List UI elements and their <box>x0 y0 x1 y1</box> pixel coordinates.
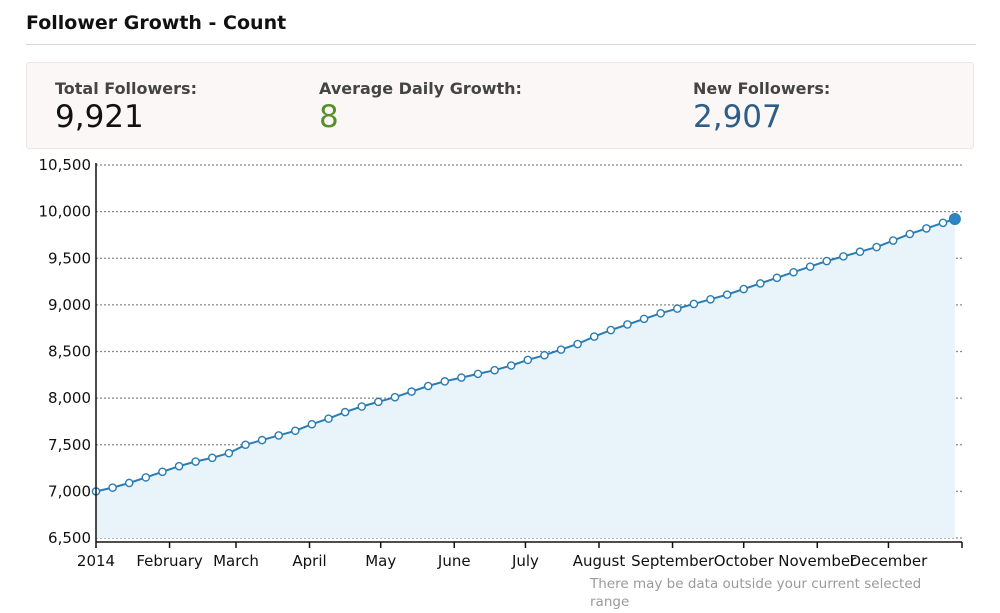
stat-total-followers: Total Followers: 9,921 <box>55 79 197 135</box>
data-point <box>756 279 765 288</box>
follower-growth-chart: 6,500 7,000 7,500 8,000 8,500 9,000 9,500 10,00… <box>39 156 963 610</box>
data-point <box>872 242 881 252</box>
data-point <box>340 407 350 417</box>
data-point <box>540 350 549 360</box>
stat-new-followers-value: 2,907 <box>693 99 782 135</box>
stat-average-daily-growth-label: Average Daily Growth: <box>319 79 522 98</box>
page-title: Follower Growth - Count <box>26 12 287 34</box>
data-point <box>706 294 715 304</box>
data-point <box>589 332 599 341</box>
chart-area-fill <box>96 219 955 538</box>
data-point <box>789 267 798 277</box>
data-point <box>739 284 749 294</box>
data-point <box>938 218 948 228</box>
data-point <box>407 387 416 396</box>
data-point <box>639 314 649 324</box>
data-point <box>473 369 483 379</box>
data-point <box>839 252 848 261</box>
stat-total-followers-label: Total Followers: <box>55 79 197 98</box>
data-point <box>357 402 367 411</box>
data-point <box>158 467 167 477</box>
data-point <box>224 448 234 458</box>
title-divider <box>26 44 976 45</box>
x-axis-ticks: 2014 February March April May June July August S… <box>77 542 928 570</box>
y-tick-label: 8,000 <box>48 389 91 407</box>
data-point <box>108 483 117 492</box>
data-point <box>606 325 616 335</box>
data-point <box>722 290 732 299</box>
data-point <box>374 397 383 407</box>
y-tick-label: 10,500 <box>39 156 92 174</box>
data-point <box>390 392 400 402</box>
data-point <box>290 426 300 436</box>
x-tick-label: August <box>573 552 626 570</box>
data-point <box>623 320 632 329</box>
x-tick-label: December <box>850 552 929 570</box>
data-point <box>672 304 682 313</box>
x-tick-label: November <box>778 552 857 570</box>
x-tick-label: March <box>213 552 259 570</box>
y-tick-label: 10,000 <box>39 203 92 221</box>
data-point <box>423 381 433 391</box>
data-point <box>905 229 915 239</box>
data-point <box>656 308 665 318</box>
stat-average-daily-growth: Average Daily Growth: 8 <box>319 79 522 135</box>
x-tick-label: October <box>714 552 775 570</box>
data-point <box>324 414 333 423</box>
x-tick-label: February <box>136 552 203 570</box>
data-point <box>241 440 250 450</box>
data-point <box>888 236 898 245</box>
y-tick-label: 7,500 <box>48 436 91 454</box>
data-point <box>772 273 782 283</box>
data-point <box>922 224 931 233</box>
data-point <box>191 457 200 466</box>
last-data-point <box>948 212 961 225</box>
x-tick-label: May <box>365 552 396 570</box>
stat-average-daily-growth-value: 8 <box>319 99 339 135</box>
data-point <box>124 478 134 488</box>
data-point <box>822 256 832 266</box>
data-point <box>506 361 516 370</box>
data-point <box>440 377 450 386</box>
data-point <box>490 365 499 375</box>
x-tick-label: April <box>292 552 326 570</box>
stat-new-followers: New Followers: 2,907 <box>693 79 830 135</box>
x-tick-label: 2014 <box>77 552 115 570</box>
data-point <box>274 431 283 440</box>
data-point <box>855 247 865 257</box>
y-tick-label: 6,500 <box>48 529 91 547</box>
y-axis-ticks: 6,500 7,000 7,500 8,000 8,500 9,000 9,500 10,00… <box>39 156 92 547</box>
data-point <box>307 419 317 429</box>
data-point <box>457 373 466 382</box>
data-point <box>174 461 184 471</box>
y-tick-label: 8,500 <box>48 343 91 361</box>
range-note-line1: There may be data outside your current s… <box>589 576 921 592</box>
y-tick-label: 9,500 <box>48 249 91 267</box>
range-note-line2: range <box>590 594 629 610</box>
stat-new-followers-label: New Followers: <box>693 79 831 98</box>
data-point <box>141 473 151 482</box>
x-tick-label: September <box>631 552 715 570</box>
y-tick-label: 9,000 <box>48 296 91 314</box>
data-point <box>523 355 533 365</box>
data-point <box>257 435 267 445</box>
data-point <box>207 453 217 463</box>
data-point <box>689 299 699 309</box>
data-point <box>805 262 815 271</box>
x-tick-label: June <box>437 552 471 570</box>
stats-panel: Total Followers: 9,921 Average Daily Gro… <box>26 62 974 149</box>
data-point <box>556 345 566 354</box>
x-tick-label: July <box>511 552 539 570</box>
data-point <box>573 339 582 349</box>
y-tick-label: 7,000 <box>48 482 91 500</box>
stat-total-followers-value: 9,921 <box>55 99 144 135</box>
